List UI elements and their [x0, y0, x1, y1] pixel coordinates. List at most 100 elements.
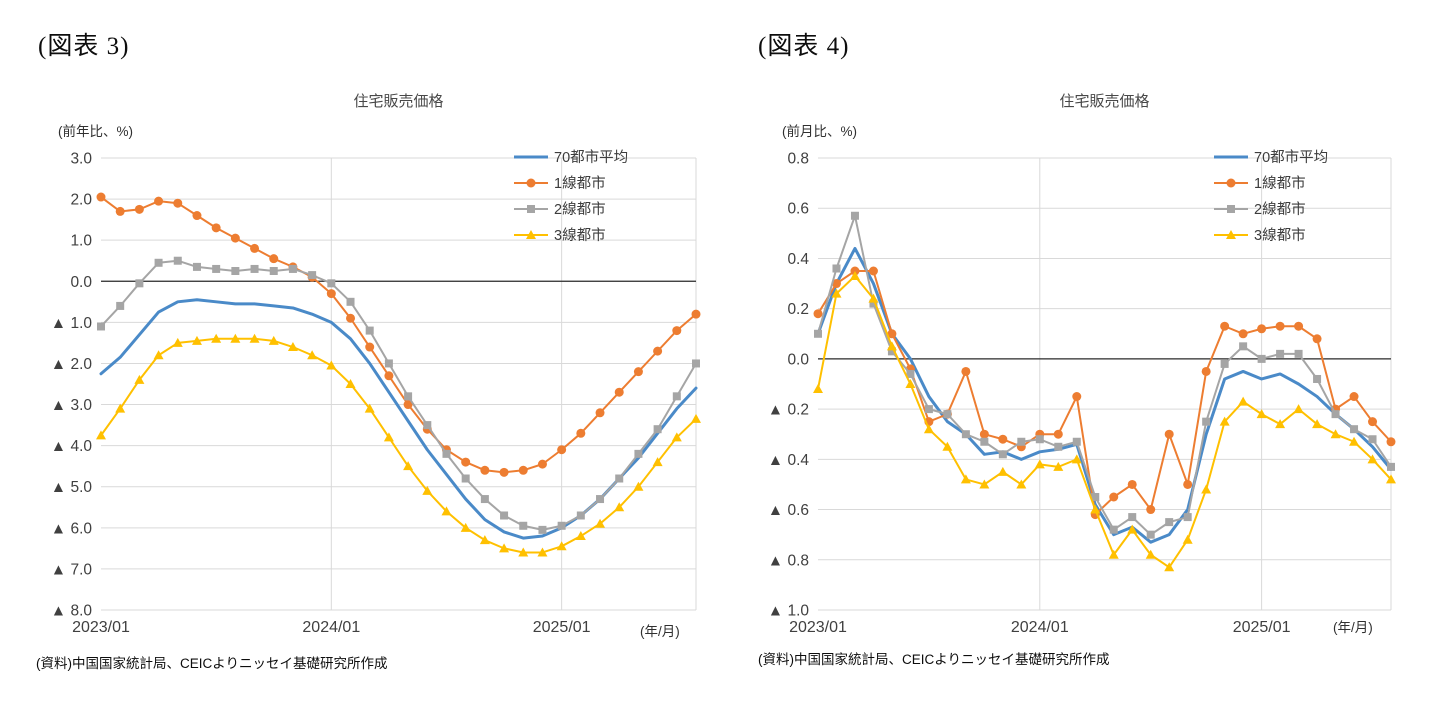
y-tick-label: ▲ 0.8 — [768, 552, 809, 569]
triangle-marker — [249, 333, 260, 343]
square-marker — [1257, 354, 1266, 363]
circle-marker — [887, 329, 897, 339]
circle-marker — [576, 428, 586, 438]
triangle-marker — [403, 461, 414, 471]
triangle-marker — [813, 384, 823, 394]
square-marker — [615, 474, 624, 483]
circle-marker — [1164, 429, 1174, 439]
square-marker — [634, 449, 643, 458]
triangle-marker — [1386, 474, 1396, 484]
x-tick-label: 2024/01 — [1011, 619, 1069, 636]
legend-key-none-swatch — [514, 155, 548, 158]
square-marker — [1128, 513, 1137, 522]
square-marker — [1091, 493, 1100, 501]
circle-marker — [813, 309, 823, 319]
figure-4-chart-title: 住宅販売価格 — [1059, 93, 1150, 110]
circle-marker — [850, 266, 860, 276]
triangle-marker — [1226, 229, 1236, 239]
triangle-marker — [96, 430, 106, 440]
y-tick-label: ▲ 4.0 — [51, 438, 93, 455]
y-tick-label: ▲ 0.4 — [768, 452, 810, 469]
triangle-marker — [1201, 484, 1212, 494]
square-marker — [519, 521, 528, 530]
circle-marker — [1053, 429, 1063, 439]
circle-marker — [633, 367, 643, 377]
triangle-marker — [287, 342, 298, 352]
triangle-marker — [537, 547, 548, 557]
triangle-marker — [230, 333, 241, 343]
triangle-marker — [905, 379, 916, 388]
triangle-marker — [345, 379, 356, 388]
square-marker — [1109, 525, 1118, 534]
circle-marker — [499, 467, 509, 477]
square-marker — [924, 405, 933, 414]
square-marker — [1035, 435, 1044, 444]
circle-marker — [1238, 329, 1248, 339]
circle-marker — [1294, 321, 1304, 331]
triangle-marker — [1367, 454, 1378, 464]
circle-marker — [1349, 392, 1359, 402]
square-marker — [596, 495, 605, 504]
figure-3-x-axis-unit-label: (年/月) — [640, 624, 680, 639]
square-marker — [1165, 518, 1174, 527]
y-tick-label: 0.8 — [787, 151, 809, 168]
square-marker — [1387, 462, 1395, 471]
square-marker — [365, 326, 374, 335]
triangle-marker — [979, 479, 990, 489]
square-marker — [980, 437, 989, 446]
square-marker — [1017, 437, 1026, 446]
legend-key-square-swatch — [1214, 204, 1248, 213]
square-marker — [1072, 437, 1081, 446]
square-marker — [97, 322, 105, 331]
square-marker — [692, 359, 700, 368]
y-tick-label: ▲ 1.0 — [51, 315, 93, 332]
y-tick-label: 0.0 — [787, 351, 809, 368]
y-tick-label: 0.2 — [787, 301, 809, 318]
circle-marker — [1312, 334, 1322, 344]
legend-item-1線都市: 1線都市 — [1214, 172, 1328, 193]
legend-label: 2線都市 — [1254, 202, 1306, 218]
triangle-marker — [849, 271, 860, 281]
legend-key-none-swatch — [1214, 155, 1248, 158]
square-marker — [461, 474, 470, 483]
figure-3-label: (図表 3) — [38, 33, 130, 60]
figure-4-x-axis-unit-label: (年/月) — [1333, 620, 1373, 635]
circle-marker — [115, 206, 125, 216]
circle-marker — [403, 400, 413, 410]
triangle-marker — [364, 403, 375, 413]
triangle-marker — [1090, 504, 1101, 514]
x-tick-label: 2023/01 — [72, 619, 130, 636]
triangle-marker — [1053, 461, 1064, 471]
figure-4-source-note: (資料)中国国家統計局、CEICよりニッセイ基礎研究所作成 — [758, 652, 1110, 667]
legend-label: 1線都市 — [1254, 176, 1306, 192]
circle-marker — [614, 387, 624, 397]
y-tick-label: ▲ 1.0 — [768, 603, 810, 620]
triangle-marker — [960, 474, 971, 484]
triangle-marker — [172, 337, 183, 347]
square-marker — [442, 449, 451, 458]
square-marker — [557, 521, 566, 530]
square-marker — [288, 264, 297, 273]
triangle-marker — [422, 485, 433, 495]
circle-marker — [346, 313, 356, 323]
triangle-marker — [191, 335, 202, 345]
triangle-marker — [595, 518, 606, 528]
triangle-marker — [1238, 396, 1249, 406]
circle-marker — [173, 198, 183, 208]
circle-marker — [269, 254, 279, 264]
square-marker — [814, 329, 822, 338]
circle-marker — [868, 266, 878, 276]
triangle-marker — [518, 547, 529, 557]
triangle-marker — [1293, 404, 1304, 414]
y-tick-label: ▲ 5.0 — [51, 479, 93, 496]
square-marker — [1276, 349, 1285, 358]
legend-label: 70都市平均 — [554, 150, 629, 166]
triangle-marker — [383, 432, 394, 442]
legend-label: 70都市平均 — [1254, 150, 1329, 166]
circle-marker — [518, 465, 528, 475]
circle-marker — [96, 192, 106, 202]
circle-marker — [998, 434, 1008, 444]
circle-marker — [526, 178, 536, 187]
figure-4-line-chart-mom: 0.8 0.6 0.4 0.2 0.0 ▲ 0.2 ▲ 0.4 ▲ 0.6 ▲ 0.8 ▲ 1.0… — [768, 151, 1396, 636]
y-tick-label: 1.0 — [70, 233, 92, 250]
